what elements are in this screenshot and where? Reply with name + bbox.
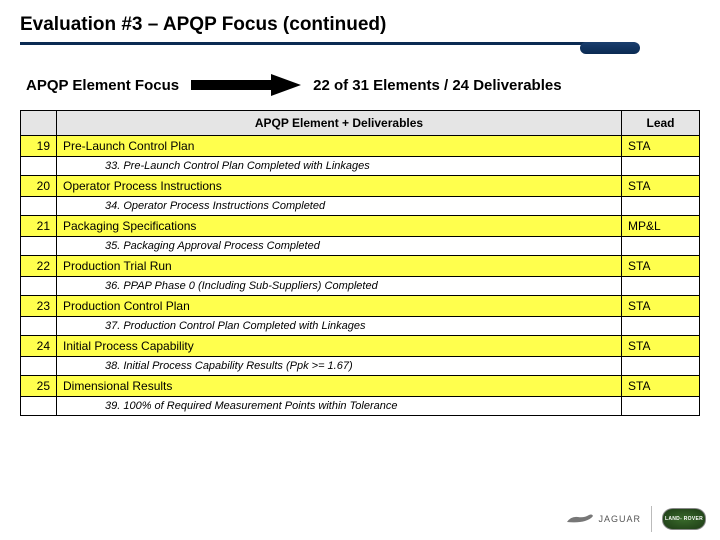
cell-lead: STA xyxy=(622,376,700,397)
cell-element: Packaging Specifications xyxy=(57,216,622,237)
cell-lead: STA xyxy=(622,256,700,277)
page-title: Evaluation #3 – APQP Focus (continued) xyxy=(20,14,700,36)
table-row: 34. Operator Process Instructions Comple… xyxy=(21,197,700,216)
apqp-table: APQP Element + Deliverables Lead 19 Pre-… xyxy=(20,110,700,416)
cell-lead: STA xyxy=(622,176,700,197)
cell-deliverable: 36. PPAP Phase 0 (Including Sub-Supplier… xyxy=(57,277,622,296)
subheader-right: 22 of 31 Elements / 24 Deliverables xyxy=(313,77,561,94)
cell-num: 22 xyxy=(21,256,57,277)
table-row: 39. 100% of Required Measurement Points … xyxy=(21,397,700,416)
subheader-left: APQP Element Focus xyxy=(26,77,179,94)
title-underline xyxy=(20,42,700,56)
table-row: 33. Pre-Launch Control Plan Completed wi… xyxy=(21,157,700,176)
underline-cap xyxy=(580,42,640,54)
cell-element: Dimensional Results xyxy=(57,376,622,397)
cell-lead: MP&L xyxy=(622,216,700,237)
cell-num: 25 xyxy=(21,376,57,397)
cell-element: Operator Process Instructions xyxy=(57,176,622,197)
table-row: 38. Initial Process Capability Results (… xyxy=(21,357,700,376)
table-row: 35. Packaging Approval Process Completed xyxy=(21,237,700,256)
table-row: 24 Initial Process Capability STA xyxy=(21,336,700,357)
cell-lead-blank xyxy=(622,197,700,216)
cell-num-blank xyxy=(21,317,57,336)
landrover-logo: LAND- ROVER xyxy=(662,508,706,530)
cell-num-blank xyxy=(21,157,57,176)
slide: Evaluation #3 – APQP Focus (continued) A… xyxy=(0,0,720,540)
col-header-num xyxy=(21,111,57,136)
cell-deliverable: 37. Production Control Plan Completed wi… xyxy=(57,317,622,336)
table-row: 36. PPAP Phase 0 (Including Sub-Supplier… xyxy=(21,277,700,296)
table-row: 25 Dimensional Results STA xyxy=(21,376,700,397)
table-row: 22 Production Trial Run STA xyxy=(21,256,700,277)
cell-num: 21 xyxy=(21,216,57,237)
cell-num: 20 xyxy=(21,176,57,197)
logo-divider xyxy=(651,506,652,532)
cell-deliverable: 35. Packaging Approval Process Completed xyxy=(57,237,622,256)
table-header-row: APQP Element + Deliverables Lead xyxy=(21,111,700,136)
jaguar-icon xyxy=(566,512,594,526)
cell-num-blank xyxy=(21,237,57,256)
table-row: 37. Production Control Plan Completed wi… xyxy=(21,317,700,336)
cell-lead-blank xyxy=(622,237,700,256)
cell-deliverable: 38. Initial Process Capability Results (… xyxy=(57,357,622,376)
cell-num: 24 xyxy=(21,336,57,357)
cell-lead-blank xyxy=(622,157,700,176)
cell-lead: STA xyxy=(622,336,700,357)
table-row: 19 Pre-Launch Control Plan STA xyxy=(21,136,700,157)
col-header-lead: Lead xyxy=(622,111,700,136)
cell-lead-blank xyxy=(622,277,700,296)
jaguar-text: JAGUAR xyxy=(598,514,641,524)
cell-lead-blank xyxy=(622,397,700,416)
cell-lead: STA xyxy=(622,296,700,317)
cell-deliverable: 34. Operator Process Instructions Comple… xyxy=(57,197,622,216)
cell-deliverable: 39. 100% of Required Measurement Points … xyxy=(57,397,622,416)
cell-element: Pre-Launch Control Plan xyxy=(57,136,622,157)
table-row: 21 Packaging Specifications MP&L xyxy=(21,216,700,237)
cell-num-blank xyxy=(21,197,57,216)
cell-num: 23 xyxy=(21,296,57,317)
landrover-text: LAND- ROVER xyxy=(665,517,703,522)
cell-lead: STA xyxy=(622,136,700,157)
table-row: 20 Operator Process Instructions STA xyxy=(21,176,700,197)
col-header-desc: APQP Element + Deliverables xyxy=(57,111,622,136)
cell-element: Production Trial Run xyxy=(57,256,622,277)
cell-element: Initial Process Capability xyxy=(57,336,622,357)
cell-lead-blank xyxy=(622,317,700,336)
table-body: 19 Pre-Launch Control Plan STA 33. Pre-L… xyxy=(21,136,700,416)
jaguar-logo: JAGUAR xyxy=(566,512,641,526)
cell-num-blank xyxy=(21,397,57,416)
cell-num-blank xyxy=(21,277,57,296)
subheader-row: APQP Element Focus 22 of 31 Elements / 2… xyxy=(20,74,700,96)
cell-element: Production Control Plan xyxy=(57,296,622,317)
cell-lead-blank xyxy=(622,357,700,376)
footer-logos: JAGUAR LAND- ROVER xyxy=(566,506,706,532)
cell-deliverable: 33. Pre-Launch Control Plan Completed wi… xyxy=(57,157,622,176)
arrow-right-icon xyxy=(191,74,301,96)
table-row: 23 Production Control Plan STA xyxy=(21,296,700,317)
cell-num: 19 xyxy=(21,136,57,157)
underline-bar xyxy=(20,42,610,45)
cell-num-blank xyxy=(21,357,57,376)
